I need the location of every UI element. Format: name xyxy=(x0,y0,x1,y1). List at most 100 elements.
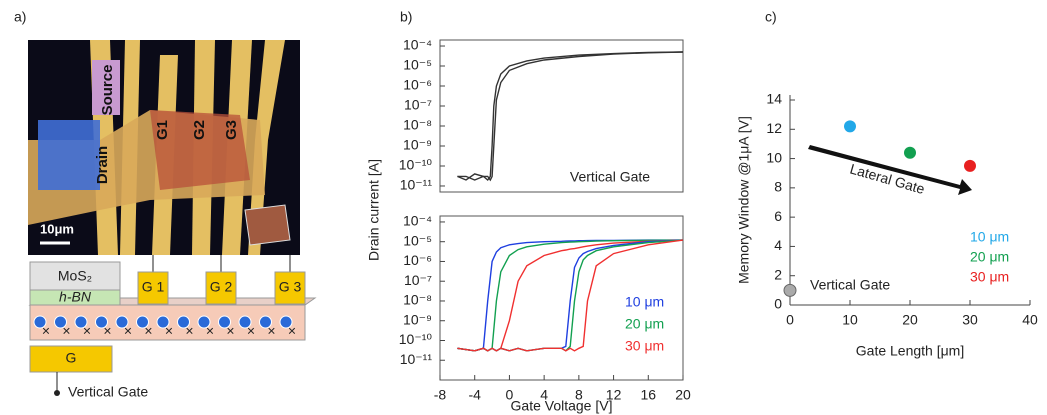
point xyxy=(844,120,856,133)
y-tick-label: 10⁻⁹ xyxy=(403,311,432,327)
charge xyxy=(74,315,88,329)
y-tick-label: 10⁻¹⁰ xyxy=(399,331,433,347)
y-tick-label: 10⁻⁹ xyxy=(403,137,432,153)
bottom-gate xyxy=(29,345,113,373)
trap: × xyxy=(42,323,50,339)
top-gate xyxy=(137,271,169,305)
gate-label: G1 xyxy=(154,120,171,140)
y-axis-label: Memory Window @1μA [V] xyxy=(736,116,752,284)
legend-entry: 20 μm xyxy=(625,316,664,332)
trap: × xyxy=(144,323,152,339)
trap: × xyxy=(124,323,132,339)
schematic: MoS₂ h-BN G 1 G 2 G 3 × × × × × × × × × × × × × G Ve… xyxy=(28,255,317,400)
x-tick-label: 0 xyxy=(786,312,794,328)
legend-entry: 10 μm xyxy=(970,229,1009,245)
y-tick-label: 10⁻⁴ xyxy=(403,213,432,229)
legend-entry: 30 μm xyxy=(625,338,664,354)
y-tick-label: 4 xyxy=(774,237,782,253)
trap: × xyxy=(185,323,193,339)
x-tick-label: -4 xyxy=(468,387,481,403)
legend-entry: 10 μm xyxy=(625,294,664,310)
y-tick-label: 10 xyxy=(766,149,782,165)
x-tick-label: 20 xyxy=(675,387,691,403)
y-tick-label: 10⁻¹¹ xyxy=(400,177,433,193)
vertical-gate-label: Vertical Gate xyxy=(68,384,148,400)
source-label: Source xyxy=(99,65,116,116)
drain-label: Drain xyxy=(94,146,111,184)
x-tick-label: 30 xyxy=(962,312,978,328)
x-tick-label: 8 xyxy=(575,387,583,403)
flake xyxy=(244,204,291,246)
charge xyxy=(197,315,211,329)
trap: × xyxy=(206,323,214,339)
charge xyxy=(115,315,129,329)
y-tick-label: 10⁻¹⁰ xyxy=(399,157,433,173)
plot-frame xyxy=(439,215,684,381)
y-tick-label: 8 xyxy=(774,179,782,195)
point xyxy=(783,283,797,297)
charge xyxy=(177,315,190,329)
gate-label: G3 xyxy=(223,120,240,140)
y-tick-label: 10⁻⁸ xyxy=(403,292,432,308)
charge xyxy=(95,315,108,329)
trap: × xyxy=(83,323,91,339)
charge-row: × × × × × × × × × × × × × xyxy=(33,315,296,339)
drain-pad xyxy=(38,120,100,190)
mos2-label: MoS₂ xyxy=(58,268,92,284)
charge xyxy=(136,315,149,329)
charge xyxy=(33,315,47,329)
charge xyxy=(259,315,272,329)
y-tick-label: 2 xyxy=(774,266,782,282)
y-tick-label: 14 xyxy=(766,91,782,107)
legend-entry: 20 μm xyxy=(970,249,1009,265)
terminal xyxy=(54,390,60,396)
panel-label: c) xyxy=(765,9,777,25)
plot-frame xyxy=(439,39,684,193)
y-tick-label: 0 xyxy=(774,296,782,312)
trap: × xyxy=(62,323,70,339)
y-tick-label: 10⁻⁶ xyxy=(403,252,432,268)
trap: × xyxy=(267,323,275,339)
curve xyxy=(457,51,684,182)
x-tick-label: 4 xyxy=(540,387,548,403)
source-pad xyxy=(92,60,120,115)
y-tick-label: 10⁻⁸ xyxy=(403,117,432,133)
charge xyxy=(279,315,293,329)
y-tick-label: 10⁻⁷ xyxy=(404,272,432,288)
top-gate xyxy=(205,271,237,305)
x-tick-label: -8 xyxy=(434,387,447,403)
charge xyxy=(238,315,252,329)
point-label: Vertical Gate xyxy=(810,277,890,293)
y-tick-label: 10⁻¹¹ xyxy=(400,351,433,367)
x-axis-label: Gate Voltage [V] xyxy=(511,398,613,414)
trap: × xyxy=(103,323,111,339)
x-tick-label: 12 xyxy=(606,387,622,403)
electrode xyxy=(248,40,285,255)
y-axis-label: Drain current [A] xyxy=(366,159,382,261)
arrow xyxy=(808,145,972,195)
point xyxy=(964,159,976,172)
x-tick-label: 40 xyxy=(1022,312,1038,328)
panel-label: a) xyxy=(14,9,26,25)
top-gate-label: G 3 xyxy=(279,279,302,295)
bottom-gate-label: G xyxy=(66,350,77,366)
x-axis-label: Gate Length [μm] xyxy=(856,343,964,359)
panel-label: b) xyxy=(400,9,412,25)
x-tick-label: 10 xyxy=(842,312,858,328)
curve xyxy=(457,51,684,182)
y-tick-label: 10⁻⁴ xyxy=(403,37,432,53)
top-gate xyxy=(274,271,306,305)
hbn-box xyxy=(29,289,121,306)
x-tick-label: 20 xyxy=(902,312,918,328)
annotation: Vertical Gate xyxy=(570,169,650,185)
mos2-box xyxy=(29,261,121,291)
top-gate-label: G 2 xyxy=(210,279,233,295)
x-tick-label: 0 xyxy=(506,387,514,403)
trap: × xyxy=(165,323,173,339)
y-tick-label: 10⁻⁵ xyxy=(403,57,432,73)
y-tick-label: 6 xyxy=(774,208,782,224)
x-tick-label: 16 xyxy=(640,387,656,403)
legend-entry: 30 μm xyxy=(970,269,1009,285)
charge xyxy=(54,315,67,329)
